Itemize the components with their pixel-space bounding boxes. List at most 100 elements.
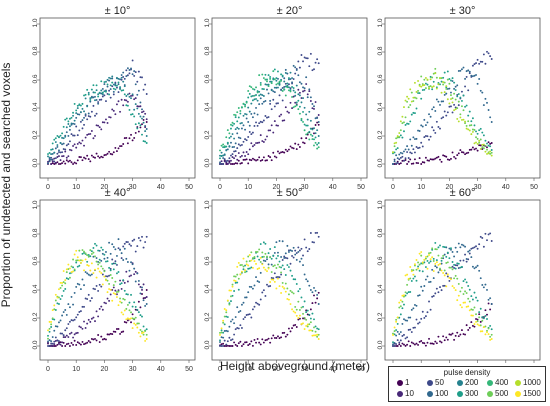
data-point [117,290,120,293]
data-point [59,142,62,144]
data-point [87,293,90,296]
data-point [420,262,423,265]
data-point [67,123,70,125]
data-point [70,122,73,125]
data-point [303,56,306,59]
data-point [64,279,67,282]
data-point [97,267,100,270]
data-point [89,255,92,258]
x-tick-label: 30 [129,366,137,373]
data-point [126,74,129,77]
data-point [222,163,225,165]
data-point [250,133,253,136]
data-point [418,263,421,266]
data-point [404,159,407,161]
data-point [251,257,254,260]
data-point [418,321,421,324]
data-point [73,339,76,342]
data-point [305,76,308,79]
data-point [269,99,272,102]
data-point [222,143,225,146]
data-point [283,88,286,91]
x-tick-label: 50 [185,184,193,191]
data-point [316,143,319,146]
data-point [145,303,148,305]
data-point [251,94,254,97]
data-point [261,87,264,90]
data-point [258,303,261,306]
data-point [123,247,126,250]
data-point [403,303,405,306]
data-point [75,344,78,346]
panel-3: ± 30°0.00.20.40.60.81.00 10 20 30 40 50 [377,5,541,191]
data-point [237,107,240,109]
data-point [266,78,268,81]
data-point [479,320,482,323]
data-point [145,121,148,123]
data-point [457,120,460,123]
data-point [471,130,474,133]
data-point [67,120,70,123]
data-point [111,262,114,265]
legend-item-100: 100 [427,389,448,398]
data-point [465,124,468,127]
data-point [244,269,247,272]
data-point [228,160,231,163]
data-point [115,150,118,153]
data-point [73,123,76,125]
data-point [398,163,401,165]
legend-label: 1 [405,378,410,387]
data-point [128,108,131,111]
data-point [79,111,82,113]
data-point [105,338,107,341]
legend-item-1500: 1500 [515,389,541,398]
data-point [289,262,292,265]
data-point [413,343,416,346]
data-point [313,132,315,135]
data-point [105,275,107,278]
data-point [105,90,107,93]
data-point [78,325,81,328]
data-point [298,105,301,108]
data-point [112,109,115,112]
data-point [95,98,98,101]
data-point [272,254,275,257]
data-point [244,128,247,131]
data-point [439,268,441,271]
data-point [86,105,89,108]
data-point [317,62,320,65]
data-point [467,89,470,92]
data-point [130,94,132,97]
data-point [144,339,147,342]
data-point [247,344,250,347]
data-point [262,259,265,262]
data-point [272,131,275,134]
data-point [460,99,463,102]
x-tick-label: 20 [273,366,281,373]
data-point [126,93,129,96]
data-point [297,290,300,293]
data-point [439,286,441,289]
legend-swatch [397,379,403,386]
data-point [267,116,270,118]
data-point [50,148,53,151]
data-point [62,336,65,339]
data-point [233,122,236,125]
data-point [239,273,242,276]
data-point [228,136,231,139]
data-point [219,339,221,342]
data-point [487,152,490,155]
data-point [259,298,262,301]
data-point [126,319,129,322]
data-point [255,341,257,344]
data-point [428,300,430,303]
data-point [302,312,304,315]
data-point [67,268,70,270]
data-point [90,88,93,91]
data-point [453,263,456,266]
data-point [481,91,484,94]
data-point [142,140,145,143]
data-point [283,331,286,334]
data-point [291,96,294,98]
data-point [233,157,236,160]
